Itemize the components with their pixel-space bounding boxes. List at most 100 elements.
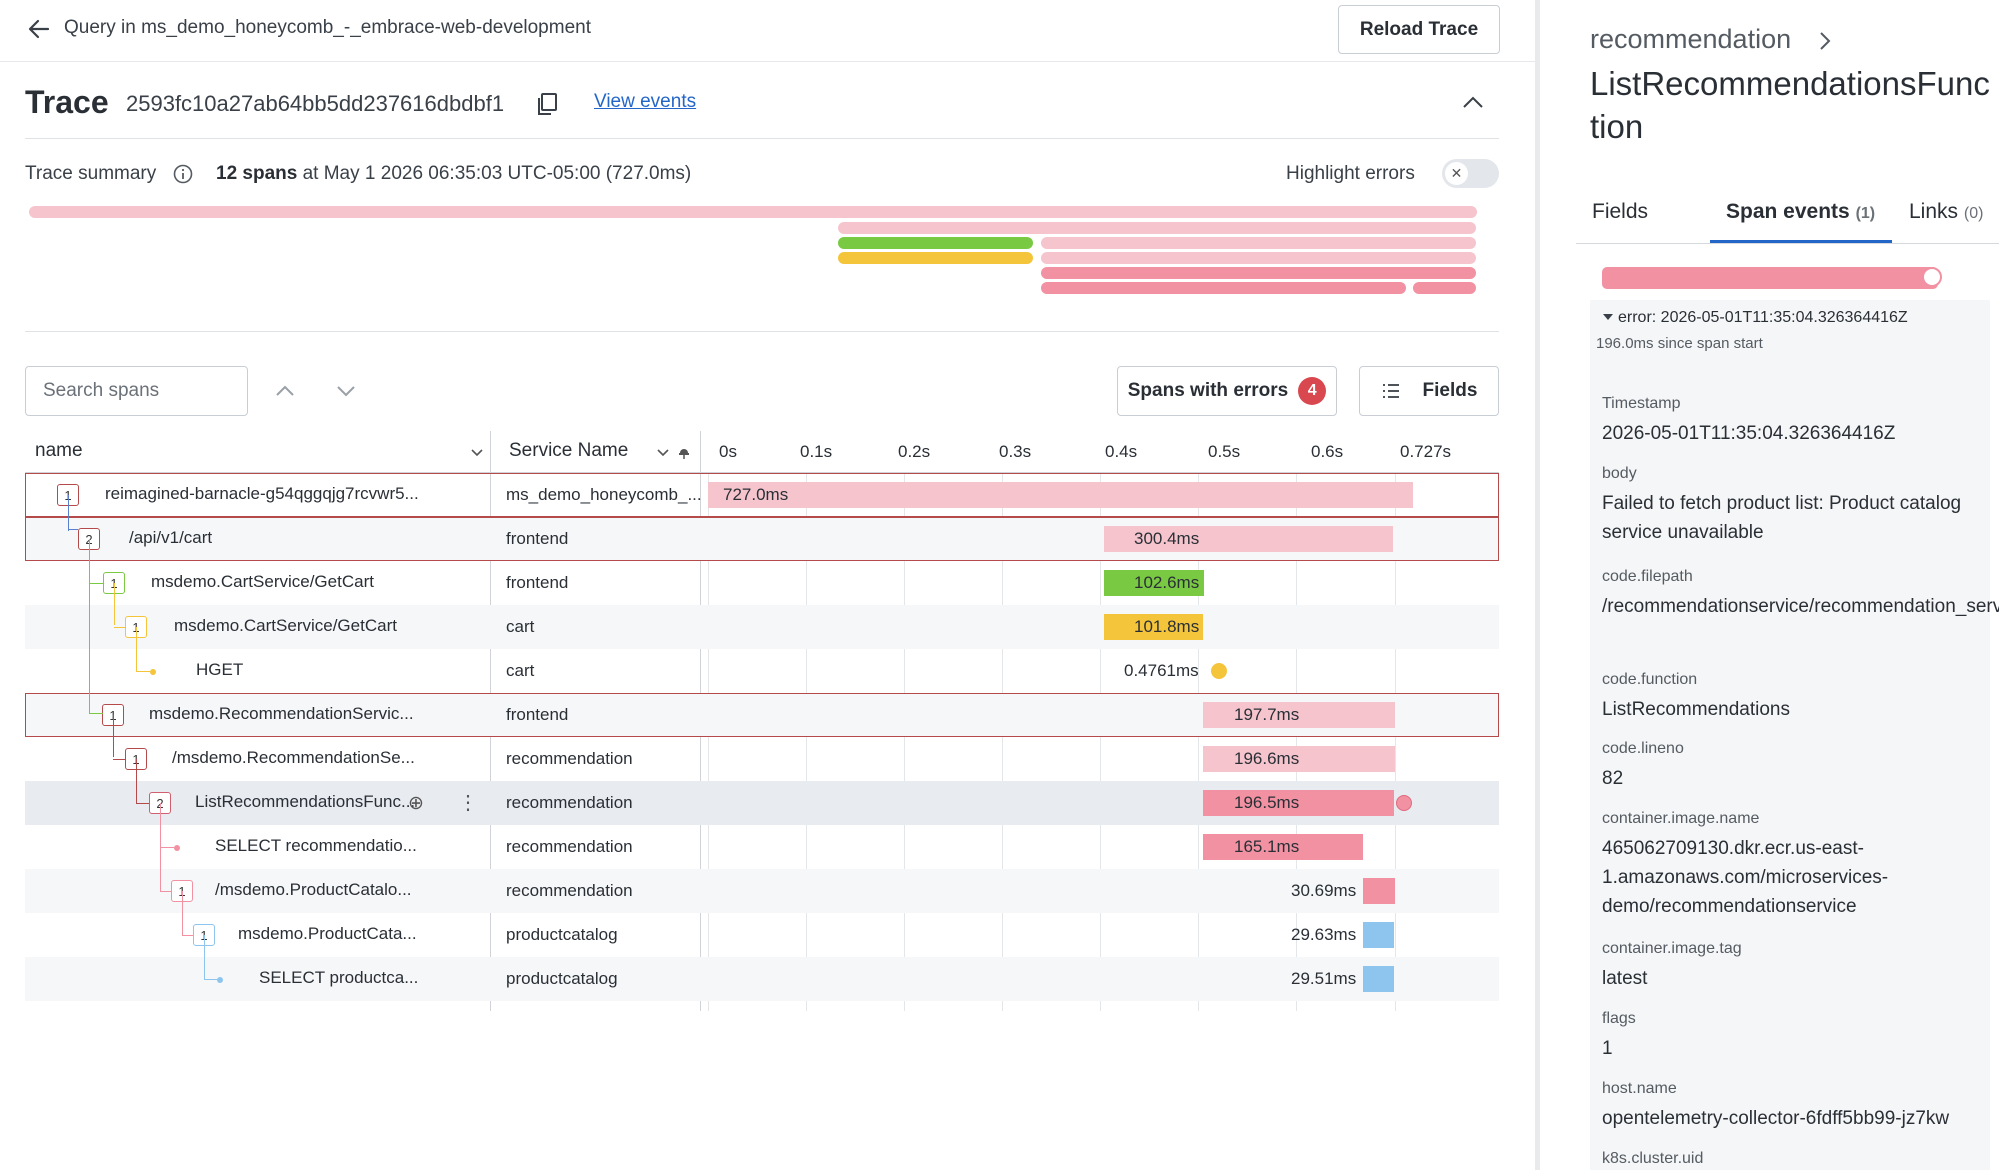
reload-trace-button[interactable]: Reload Trace: [1338, 5, 1500, 54]
next-match-icon[interactable]: [333, 380, 359, 402]
chevron-down-icon[interactable]: [470, 446, 484, 458]
field-value: 1: [1602, 1038, 1613, 1059]
chevron-down-icon[interactable]: [656, 446, 670, 458]
tree-connector: [114, 627, 125, 628]
minimap-span-bar: [1041, 222, 1476, 234]
timeline-gridline: [1296, 473, 1297, 1011]
table-row[interactable]: 1msdemo.RecommendationServic...frontend1…: [25, 693, 1499, 737]
tree-connector: [89, 713, 103, 714]
span-duration-bar[interactable]: [1363, 922, 1394, 948]
minimap-span-bar: [1041, 267, 1476, 279]
service-name: frontend: [506, 705, 569, 724]
span-duration-bar[interactable]: [1104, 570, 1204, 596]
tab-label: Links: [1909, 200, 1959, 223]
field-value: Failed to fetch product list: Product ca…: [1602, 493, 1962, 543]
span-name[interactable]: SELECT recommendatio...: [215, 836, 417, 855]
table-row[interactable]: HGET cart 0.4761ms: [25, 649, 1499, 693]
page-title: Trace: [25, 84, 109, 120]
event-timeline-bar: [1602, 267, 1938, 289]
span-name[interactable]: reimagined-barnacle-g54qggqjg7rcvwr5...: [105, 484, 419, 503]
previous-match-icon[interactable]: [272, 380, 298, 402]
span-marker[interactable]: [1211, 663, 1227, 679]
event-offset: 196.0ms since span start: [1596, 335, 1763, 352]
error-count-badge: 4: [1298, 377, 1327, 405]
trace-minimap[interactable]: [25, 200, 1499, 315]
back-arrow-icon[interactable]: [26, 16, 52, 42]
query-breadcrumb[interactable]: Query in ms_demo_honeycomb_-_embrace-web…: [64, 17, 591, 38]
table-row[interactable]: 2ListRecommendationsFunc...⊕⋮recommendat…: [25, 781, 1499, 825]
field-value: 465062709130.dkr.ecr.us-east-1.amazonaws…: [1602, 838, 1889, 917]
span-duration-bar[interactable]: [1104, 526, 1393, 552]
search-spans-input[interactable]: Search spans: [25, 366, 248, 416]
service-breadcrumb[interactable]: recommendation: [1590, 24, 1792, 54]
columns-icon: [1382, 384, 1399, 398]
span-name-title: ListRecommendationsFunction: [1590, 65, 1990, 145]
leaf-dot: [174, 845, 180, 851]
tree-connector: [136, 627, 137, 671]
fields-button[interactable]: Fields: [1359, 366, 1499, 416]
divider: [25, 331, 1499, 332]
spans-with-errors-button[interactable]: Spans with errors 4: [1117, 366, 1337, 416]
table-row[interactable]: 1msdemo.ProductCata...productcatalog29.6…: [25, 913, 1499, 957]
span-duration-bar[interactable]: [1363, 878, 1395, 904]
tab-links[interactable]: Links (0): [1909, 200, 1983, 224]
table-row[interactable]: SELECT recommendatio... recommendation 165…: [25, 825, 1499, 869]
span-duration-label: 29.63ms: [1291, 925, 1357, 944]
span-duration-bar[interactable]: [1203, 834, 1363, 860]
timeline-gridline: [1198, 473, 1199, 1011]
axis-tick-label: 0.3s: [999, 442, 1032, 461]
timeline-gridline: [1100, 473, 1101, 1011]
span-name[interactable]: msdemo.ProductCata...: [238, 924, 417, 943]
span-duration-bar[interactable]: [1363, 966, 1394, 992]
more-options-icon[interactable]: ⋮: [458, 792, 478, 814]
table-row[interactable]: 1msdemo.CartService/GetCartfrontend102.6…: [25, 561, 1499, 605]
trace-id: 2593fc10a27ab64bb5dd237616dbdbf1: [126, 91, 505, 116]
timeline-gridline: [1395, 473, 1396, 1011]
span-name[interactable]: msdemo.CartService/GetCart: [151, 572, 374, 591]
chevron-up-icon[interactable]: [1460, 92, 1486, 112]
tree-connector: [89, 583, 103, 584]
span-name[interactable]: /api/v1/cart: [129, 528, 213, 547]
zoom-icon[interactable]: ⊕: [408, 793, 424, 814]
copy-icon[interactable]: [534, 91, 560, 117]
column-header-name[interactable]: name: [35, 440, 83, 461]
span-name[interactable]: SELECT productca...: [259, 968, 419, 987]
highlight-errors-toggle[interactable]: ✕: [1442, 159, 1499, 188]
table-row[interactable]: 1/msdemo.ProductCatalo...recommendation3…: [25, 869, 1499, 913]
span-duration-bar[interactable]: [1203, 790, 1394, 816]
column-header-service[interactable]: Service Name: [509, 440, 629, 461]
error-event-marker[interactable]: [1396, 795, 1412, 811]
table-row[interactable]: 1/msdemo.RecommendationSe...recommendati…: [25, 737, 1499, 781]
span-duration-bar[interactable]: [1203, 746, 1395, 772]
view-events-link[interactable]: View events: [594, 91, 697, 112]
event-marker[interactable]: [1922, 267, 1942, 287]
span-name[interactable]: msdemo.CartService/GetCart: [174, 616, 397, 635]
span-name[interactable]: HGET: [196, 660, 244, 679]
span-duration-label: 196.6ms: [1234, 749, 1300, 768]
span-duration-bar[interactable]: [708, 482, 1413, 508]
axis-tick-label: 0s: [719, 442, 737, 461]
tab-fields[interactable]: Fields: [1592, 200, 1648, 224]
tab-count: (1): [1855, 205, 1876, 222]
event-header[interactable]: error: 2026-05-01T11:35:04.326364416Z: [1602, 309, 1908, 327]
tab-span-events[interactable]: Span events (1): [1726, 200, 1875, 224]
span-duration-label: 165.1ms: [1234, 837, 1300, 856]
tree-connector: [113, 759, 125, 760]
table-row[interactable]: SELECT productca... productcatalog 29.51ms: [25, 957, 1499, 1001]
span-name[interactable]: /msdemo.ProductCatalo...: [215, 880, 412, 899]
span-duration-bar[interactable]: [1203, 702, 1395, 728]
info-icon[interactable]: [172, 163, 194, 185]
trace-timestamp: at May 1 2026 06:35:03 UTC-05:00 (727.0m…: [297, 163, 692, 184]
axis-tick-label: 0.1s: [800, 442, 833, 461]
span-name[interactable]: /msdemo.RecommendationSe...: [172, 748, 415, 767]
span-duration-label: 29.51ms: [1291, 969, 1357, 988]
fields-button-label: Fields: [1422, 380, 1478, 401]
table-row[interactable]: 1reimagined-barnacle-g54qggqjg7rcvwr5...…: [25, 473, 1499, 517]
span-name[interactable]: msdemo.RecommendationServic...: [149, 704, 414, 723]
span-duration-bar[interactable]: [1104, 614, 1203, 640]
axis-tick-label: 0.2s: [898, 442, 931, 461]
pin-icon[interactable]: [676, 444, 692, 460]
span-name[interactable]: ListRecommendationsFunc...: [195, 792, 416, 811]
